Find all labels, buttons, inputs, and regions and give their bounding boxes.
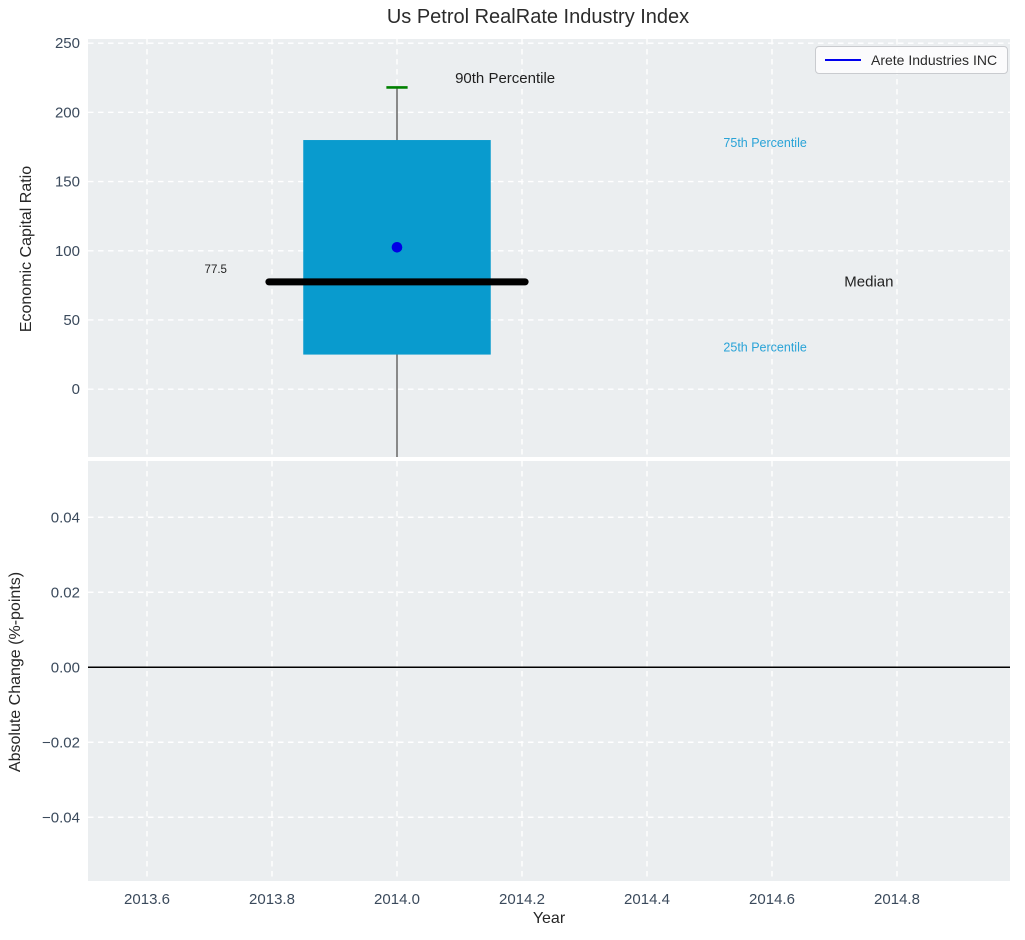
x-axis-label: Year — [532, 910, 566, 927]
chart-title: Us Petrol RealRate Industry Index — [386, 6, 690, 28]
x-tick-label: 2014.2 — [499, 891, 545, 908]
bottom-y-tick-label: 0.00 — [51, 659, 80, 676]
top-y-tick-label: 100 — [55, 243, 80, 260]
legend: Arete Industries INC — [815, 46, 1008, 74]
top-plot-area — [88, 39, 1010, 457]
annotation-median-value-label: 77.5 — [205, 264, 227, 276]
legend-line-swatch — [825, 58, 861, 62]
y-axis-label-bottom: Absolute Change (%-points) — [7, 571, 24, 773]
x-tick-label: 2013.8 — [249, 891, 295, 908]
annotation-90th-percentile-label: 90th Percentile — [455, 70, 555, 87]
top-y-tick-label: 150 — [55, 174, 80, 191]
x-tick-label: 2014.8 — [874, 891, 920, 908]
bottom-y-tick-label: −0.04 — [42, 809, 80, 826]
annotation-75th-percentile-label: 75th Percentile — [723, 136, 806, 150]
x-tick-label: 2013.6 — [124, 891, 170, 908]
legend-label: Arete Industries INC — [871, 52, 998, 68]
bottom-y-tick-label: −0.02 — [42, 734, 80, 751]
bottom-y-tick-label: 0.04 — [51, 509, 80, 526]
bottom-y-tick-label: 0.02 — [51, 584, 80, 601]
top-y-tick-label: 250 — [55, 35, 80, 52]
x-tick-label: 2014.4 — [624, 891, 670, 908]
company-data-point — [391, 242, 403, 253]
top-y-tick-label: 200 — [55, 104, 80, 121]
y-axis-label-top: Economic Capital Ratio — [18, 165, 35, 333]
top-y-tick-label: 0 — [72, 381, 80, 398]
bottom-plot-area — [88, 461, 1010, 881]
annotation-25th-percentile-label: 25th Percentile — [723, 340, 806, 354]
x-tick-label: 2014.6 — [749, 891, 795, 908]
top-y-tick-label: 50 — [63, 312, 80, 329]
x-tick-label: 2014.0 — [374, 891, 420, 908]
annotation-median-label: Median — [844, 273, 893, 290]
